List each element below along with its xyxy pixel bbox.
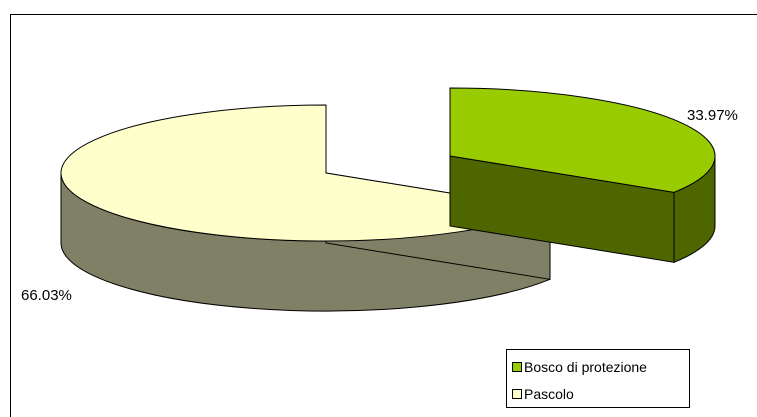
legend-box	[506, 349, 690, 408]
legend-label-bosco: Bosco di protezione	[524, 359, 647, 375]
legend-label-pascolo: Pascolo	[524, 386, 574, 402]
pie-slices	[60, 87, 716, 312]
pie-slice-bosco	[449, 87, 716, 193]
data-label-bosco: 33.97%	[687, 107, 738, 124]
legend: Bosco di protezione Pascolo	[506, 349, 690, 408]
data-label-pascolo: 66.03%	[21, 287, 72, 304]
pie-slice-pascolo	[60, 104, 552, 242]
legend-swatch-bosco	[512, 362, 522, 372]
legend-swatch-pascolo	[512, 389, 522, 399]
